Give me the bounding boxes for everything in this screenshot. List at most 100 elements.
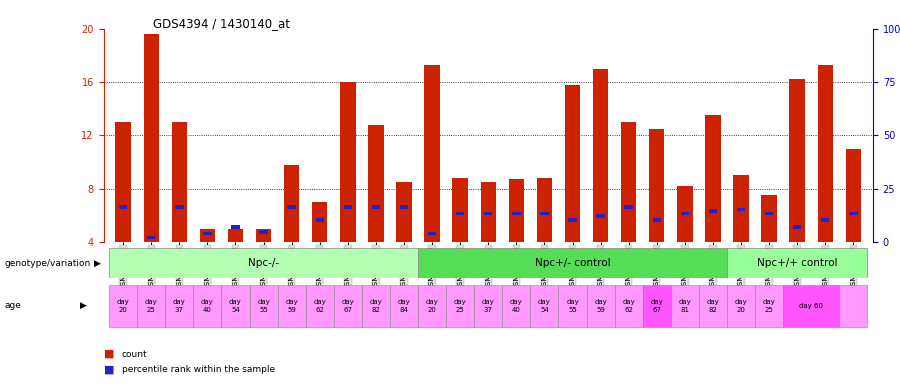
Text: day
67: day 67 — [651, 300, 663, 313]
Text: day
55: day 55 — [257, 300, 270, 313]
Bar — [249, 285, 277, 328]
Text: day
82: day 82 — [370, 300, 382, 313]
Bar — [565, 85, 581, 242]
Text: day 60: day 60 — [799, 303, 824, 309]
Bar — [484, 212, 492, 215]
Bar — [512, 212, 520, 215]
Text: day
20: day 20 — [734, 300, 747, 313]
Bar — [643, 285, 670, 328]
Text: day
40: day 40 — [201, 300, 214, 313]
Bar — [649, 129, 664, 242]
Bar — [670, 285, 699, 328]
Bar — [428, 232, 436, 235]
Bar — [221, 285, 249, 328]
Text: ▶: ▶ — [80, 301, 87, 310]
Bar — [540, 212, 549, 215]
Bar — [362, 285, 390, 328]
Bar — [390, 285, 418, 328]
Text: day
25: day 25 — [454, 300, 466, 313]
Bar — [306, 285, 334, 328]
Bar — [396, 182, 411, 242]
Bar — [765, 212, 773, 215]
Bar — [334, 285, 362, 328]
Bar — [530, 285, 559, 328]
Bar — [109, 248, 418, 278]
Bar — [446, 285, 474, 328]
Bar — [368, 125, 383, 242]
Text: day
20: day 20 — [426, 300, 438, 313]
Text: ■: ■ — [104, 364, 114, 374]
Bar — [481, 182, 496, 242]
Bar — [200, 228, 215, 242]
Bar — [559, 285, 587, 328]
Bar — [840, 285, 868, 328]
Text: Npc+/- control: Npc+/- control — [535, 258, 610, 268]
Text: day
25: day 25 — [145, 300, 158, 313]
Bar — [652, 218, 661, 222]
Bar — [708, 209, 717, 213]
Text: day
59: day 59 — [594, 300, 607, 313]
Bar — [706, 115, 721, 242]
Bar — [259, 230, 268, 234]
Bar — [277, 285, 306, 328]
Bar — [147, 235, 156, 239]
Text: day
54: day 54 — [230, 300, 242, 313]
Bar — [597, 214, 605, 218]
Text: ▶: ▶ — [94, 258, 101, 268]
Text: day
84: day 84 — [398, 300, 410, 313]
Bar — [846, 149, 861, 242]
Bar — [568, 218, 577, 222]
Bar — [166, 285, 194, 328]
Text: Npc-/-: Npc-/- — [248, 258, 279, 268]
Text: percentile rank within the sample: percentile rank within the sample — [122, 365, 274, 374]
Bar — [587, 285, 615, 328]
Text: day
67: day 67 — [341, 300, 355, 313]
Bar — [536, 178, 552, 242]
Bar — [593, 69, 608, 242]
Bar — [425, 65, 440, 242]
Bar — [508, 179, 524, 242]
Bar — [817, 65, 833, 242]
Bar — [761, 195, 777, 242]
Bar — [287, 205, 296, 209]
Bar — [727, 285, 755, 328]
Bar — [284, 165, 300, 242]
Text: day
25: day 25 — [762, 300, 776, 313]
Bar — [615, 285, 643, 328]
Bar — [849, 212, 858, 215]
Bar — [194, 285, 221, 328]
Bar — [502, 285, 530, 328]
Text: day
37: day 37 — [482, 300, 495, 313]
Bar — [699, 285, 727, 328]
Bar — [737, 208, 745, 211]
Bar — [203, 232, 212, 235]
Bar — [137, 285, 166, 328]
Bar — [400, 205, 409, 209]
Bar — [793, 225, 801, 228]
Bar — [625, 205, 633, 209]
Text: day
37: day 37 — [173, 300, 185, 313]
Bar — [789, 79, 805, 242]
Text: Npc+/+ control: Npc+/+ control — [757, 258, 837, 268]
Bar — [453, 178, 468, 242]
Text: day
62: day 62 — [313, 300, 326, 313]
Text: day
55: day 55 — [566, 300, 579, 313]
Bar — [119, 205, 128, 209]
Text: ■: ■ — [104, 349, 114, 359]
Text: day
82: day 82 — [706, 300, 719, 313]
Bar — [621, 122, 636, 242]
Bar — [143, 34, 159, 242]
Bar — [755, 285, 783, 328]
Bar — [418, 248, 727, 278]
Bar — [176, 205, 184, 209]
Text: GDS4394 / 1430140_at: GDS4394 / 1430140_at — [153, 17, 290, 30]
Bar — [418, 285, 446, 328]
Text: day
40: day 40 — [510, 300, 523, 313]
Bar — [372, 205, 380, 209]
Bar — [783, 285, 840, 328]
Text: count: count — [122, 349, 147, 359]
Bar — [677, 186, 693, 242]
Text: day
59: day 59 — [285, 300, 298, 313]
Text: day
20: day 20 — [117, 300, 130, 313]
Bar — [680, 212, 689, 215]
